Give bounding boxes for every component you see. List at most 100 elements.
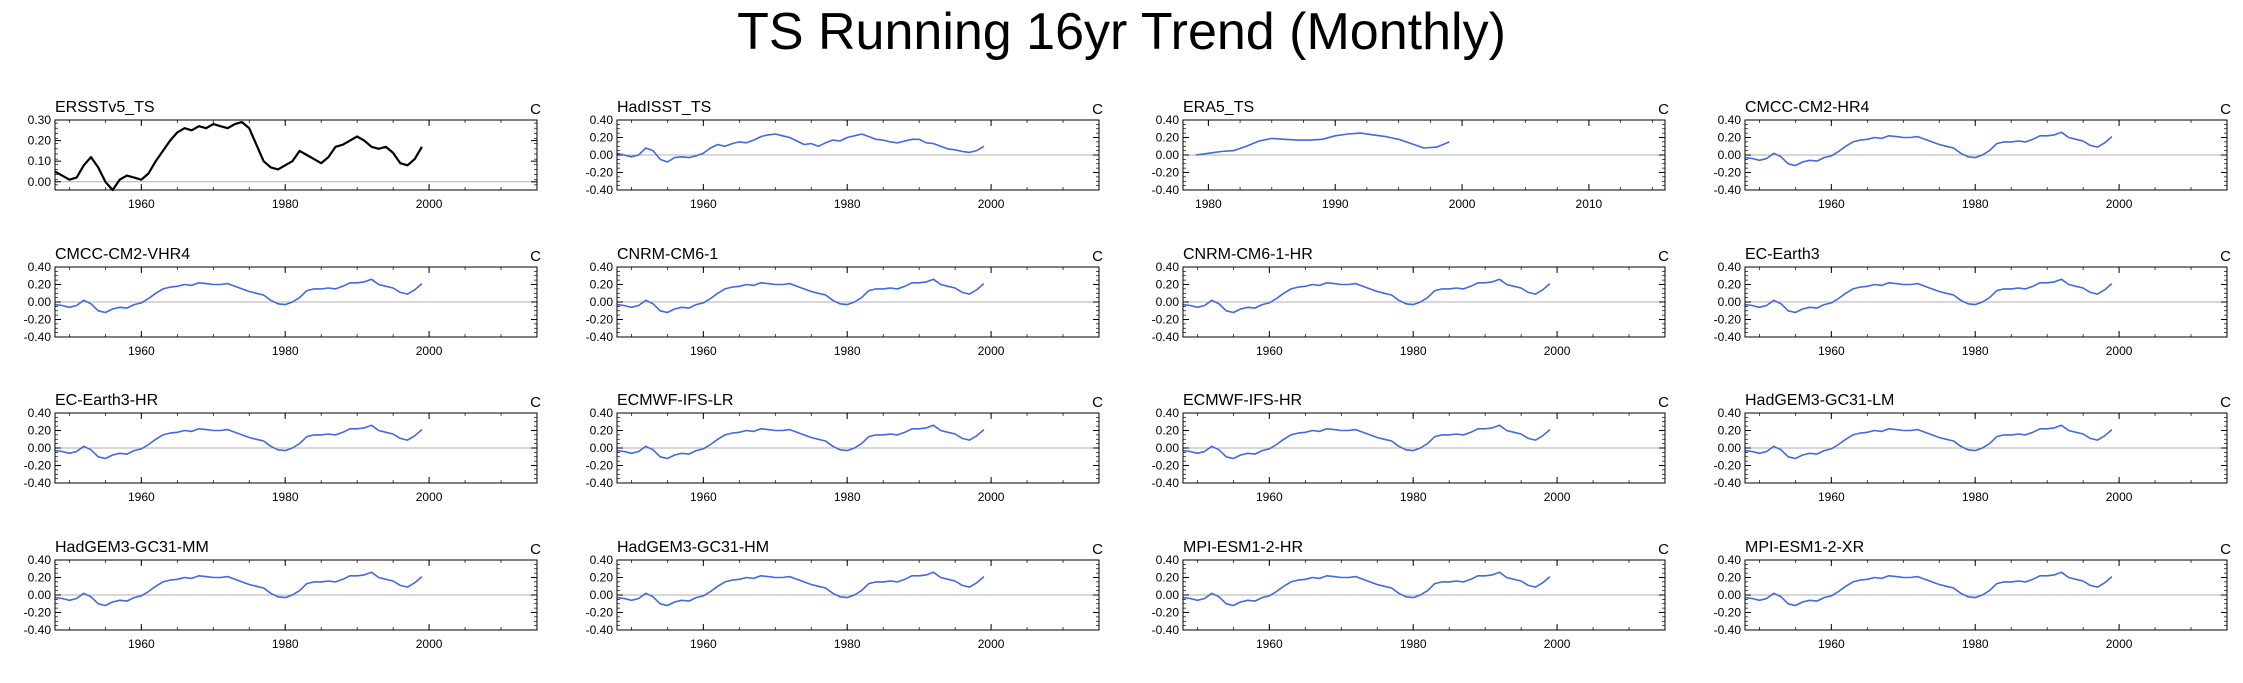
- series-line: [54, 278, 423, 314]
- series-line: [1744, 131, 2113, 167]
- x-tick-label: 1960: [690, 197, 717, 211]
- panel-title: HadISST_TS: [617, 99, 711, 116]
- series-line: [616, 133, 985, 163]
- x-tick-label: 2000: [978, 490, 1005, 504]
- units-label: C: [1092, 101, 1103, 118]
- panel-title: EC-Earth3: [1745, 246, 1820, 263]
- y-tick-label: 0.20: [1718, 571, 1742, 585]
- y-tick-label: 0.00: [28, 588, 52, 602]
- series-line: [1195, 132, 1450, 156]
- y-tick-label: -0.40: [1152, 623, 1180, 637]
- x-tick-label: 1980: [834, 197, 861, 211]
- chart-panel: HadISST_TS C 0.40 0.20 0.00 -0.20 -0.40 1960 198…: [586, 99, 1104, 211]
- y-tick-label: 0.40: [1156, 553, 1180, 567]
- chart-panel: ERA5_TS C 0.40 0.20 0.00 -0.20 -0.40 1980 1990 20…: [1152, 99, 1670, 211]
- y-tick-label: 0.20: [1156, 131, 1180, 145]
- x-tick-label: 1960: [690, 490, 717, 504]
- x-tick-label: 1990: [1322, 197, 1349, 211]
- y-tick-label: 0.30: [28, 113, 52, 127]
- chart-panel: MPI-ESM1-2-HR C 0.40 0.20 0.00 -0.20 -0.40 1960…: [1152, 539, 1670, 651]
- x-tick-label: 1980: [1400, 344, 1427, 358]
- chart-panel: HadGEM3-GC31-LM C 0.40 0.20 0.00 -0.20 -0.40 19…: [1714, 392, 2232, 504]
- y-tick-label: -0.40: [24, 623, 52, 637]
- y-tick-label: 0.40: [1156, 113, 1180, 127]
- y-tick-label: 0.40: [28, 260, 52, 274]
- x-tick-label: 1980: [1400, 490, 1427, 504]
- y-tick-label: -0.20: [24, 313, 52, 327]
- y-tick-label: 0.00: [28, 441, 52, 455]
- panel-title: ECMWF-IFS-HR: [1183, 392, 1302, 409]
- y-tick-label: 0.00: [1156, 441, 1180, 455]
- plot-frame: [616, 266, 1100, 338]
- y-tick-label: 0.00: [1156, 588, 1180, 602]
- x-tick-label: 2000: [2106, 344, 2133, 358]
- y-tick-label: 0.00: [1156, 295, 1180, 309]
- x-tick-label: 2000: [978, 197, 1005, 211]
- chart-panel: ERSSTv5_TS C 0.30 0.20 0.10 0.00 1960 1980 2000: [28, 99, 542, 211]
- plot-frame: [1744, 266, 2228, 338]
- chart-panel: MPI-ESM1-2-XR C 0.40 0.20 0.00 -0.20 -0.40 1960…: [1714, 539, 2232, 651]
- units-label: C: [1658, 394, 1669, 411]
- panel-title: CMCC-CM2-HR4: [1745, 99, 1870, 116]
- plot-frame: [1182, 266, 1666, 338]
- panel-title: EC-Earth3-HR: [55, 392, 158, 409]
- y-tick-label: -0.40: [24, 330, 52, 344]
- x-tick-label: 1960: [128, 344, 155, 358]
- y-tick-label: 0.20: [590, 571, 614, 585]
- y-tick-label: -0.40: [1714, 476, 1742, 490]
- panel-title: CMCC-CM2-VHR4: [55, 246, 190, 263]
- x-tick-label: 1980: [834, 490, 861, 504]
- x-tick-label: 1960: [690, 344, 717, 358]
- panel-title: ERA5_TS: [1183, 99, 1254, 116]
- x-tick-label: 2000: [1544, 637, 1571, 651]
- y-tick-label: 0.40: [1156, 260, 1180, 274]
- chart-panel: HadGEM3-GC31-HM C 0.40 0.20 0.00 -0.20 -0.40 19…: [586, 539, 1104, 651]
- y-tick-label: -0.20: [24, 459, 52, 473]
- x-tick-label: 1960: [1256, 637, 1283, 651]
- x-tick-label: 2000: [416, 197, 443, 211]
- series-line: [1182, 571, 1551, 607]
- x-tick-label: 2000: [2106, 637, 2133, 651]
- plot-frame: [616, 412, 1100, 484]
- y-tick-label: 0.40: [1718, 113, 1742, 127]
- units-label: C: [2220, 101, 2231, 118]
- x-tick-label: 1980: [272, 197, 299, 211]
- x-tick-label: 2010: [1576, 197, 1603, 211]
- y-tick-label: 0.00: [1718, 148, 1742, 162]
- series-line: [54, 424, 423, 460]
- y-tick-label: -0.20: [1714, 166, 1742, 180]
- chart-panel: CNRM-CM6-1 C 0.40 0.20 0.00 -0.20 -0.40 1960 198…: [586, 246, 1104, 358]
- x-tick-label: 1980: [272, 490, 299, 504]
- x-tick-label: 2000: [2106, 197, 2133, 211]
- chart-panel: CMCC-CM2-HR4 C 0.40 0.20 0.00 -0.20 -0.40 1960 1…: [1714, 99, 2232, 211]
- series-line: [1744, 424, 2113, 460]
- x-tick-label: 1960: [1256, 344, 1283, 358]
- x-tick-label: 1980: [272, 344, 299, 358]
- y-tick-label: 0.00: [590, 588, 614, 602]
- y-tick-label: -0.40: [1152, 330, 1180, 344]
- x-tick-label: 1960: [690, 637, 717, 651]
- x-tick-label: 1980: [272, 637, 299, 651]
- panel-title: HadGEM3-GC31-MM: [55, 539, 209, 556]
- chart-panel: ECMWF-IFS-LR C 0.40 0.20 0.00 -0.20 -0.40 1960 1…: [586, 392, 1104, 504]
- plot-frame: [616, 559, 1100, 631]
- units-label: C: [530, 248, 541, 265]
- y-tick-label: 0.40: [590, 553, 614, 567]
- y-tick-label: 0.00: [590, 148, 614, 162]
- y-tick-label: -0.20: [586, 606, 614, 620]
- x-tick-label: 1960: [1818, 490, 1845, 504]
- chart-panel: ECMWF-IFS-HR C 0.40 0.20 0.00 -0.20 -0.40 1960 1…: [1152, 392, 1670, 504]
- y-tick-label: -0.20: [1714, 459, 1742, 473]
- y-tick-label: 0.00: [1718, 588, 1742, 602]
- x-tick-label: 1960: [128, 490, 155, 504]
- y-tick-label: 0.40: [1718, 406, 1742, 420]
- chart-panel: HadGEM3-GC31-MM C 0.40 0.20 0.00 -0.20 -0.40 19…: [24, 539, 542, 651]
- y-tick-label: 0.40: [1718, 260, 1742, 274]
- y-tick-label: -0.20: [1714, 313, 1742, 327]
- chart-panel: EC-Earth3 C 0.40 0.20 0.00 -0.20 -0.40 1960 1980…: [1714, 246, 2232, 358]
- x-tick-label: 2000: [416, 490, 443, 504]
- y-tick-label: -0.20: [586, 459, 614, 473]
- y-tick-label: 0.20: [1718, 424, 1742, 438]
